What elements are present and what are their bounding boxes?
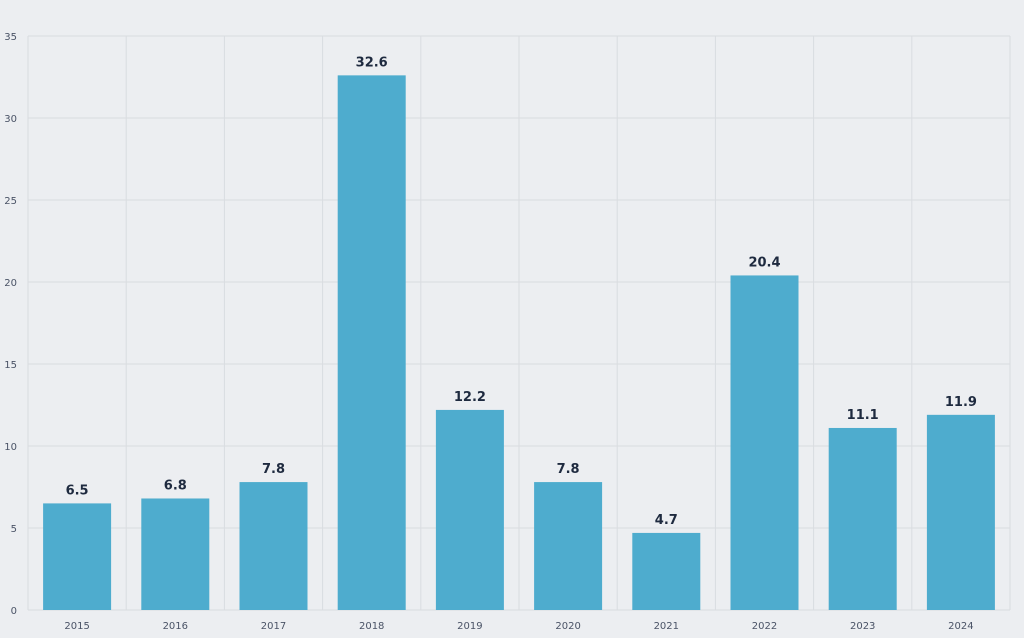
y-tick-label: 0 [11, 606, 17, 617]
y-tick-label: 10 [4, 442, 17, 453]
bar [337, 75, 406, 611]
bar [239, 482, 308, 610]
y-tick-label: 30 [4, 114, 17, 125]
data-label: 7.8 [262, 462, 285, 477]
data-label: 20.4 [748, 255, 780, 270]
bar [141, 498, 210, 610]
x-tick-label: 2020 [555, 621, 580, 632]
y-tick-label: 35 [4, 32, 17, 43]
data-label: 6.5 [66, 483, 89, 498]
x-tick-label: 2016 [163, 621, 188, 632]
y-tick-label: 15 [4, 360, 17, 371]
data-label: 6.8 [164, 478, 187, 493]
x-tick-label: 2021 [654, 621, 679, 632]
y-tick-label: 20 [4, 278, 17, 289]
bar [828, 427, 897, 610]
data-label: 12.2 [454, 390, 486, 405]
data-label: 7.8 [557, 462, 580, 477]
x-tick-label: 2022 [752, 621, 777, 632]
bar [534, 482, 603, 610]
data-label: 11.9 [945, 395, 977, 410]
bar [632, 532, 701, 610]
y-tick-label: 5 [11, 524, 17, 535]
x-tick-label: 2018 [359, 621, 384, 632]
x-tick-label: 2023 [850, 621, 875, 632]
x-tick-label: 2019 [457, 621, 482, 632]
bar [730, 275, 799, 610]
x-tick-label: 2015 [64, 621, 89, 632]
data-label: 11.1 [847, 408, 879, 423]
bar [43, 503, 112, 610]
y-tick-label: 25 [4, 196, 17, 207]
x-tick-label: 2024 [948, 621, 973, 632]
bar [435, 409, 504, 610]
bar [926, 414, 995, 610]
data-label: 32.6 [356, 55, 388, 70]
data-label: 4.7 [655, 513, 678, 528]
x-tick-label: 2017 [261, 621, 286, 632]
